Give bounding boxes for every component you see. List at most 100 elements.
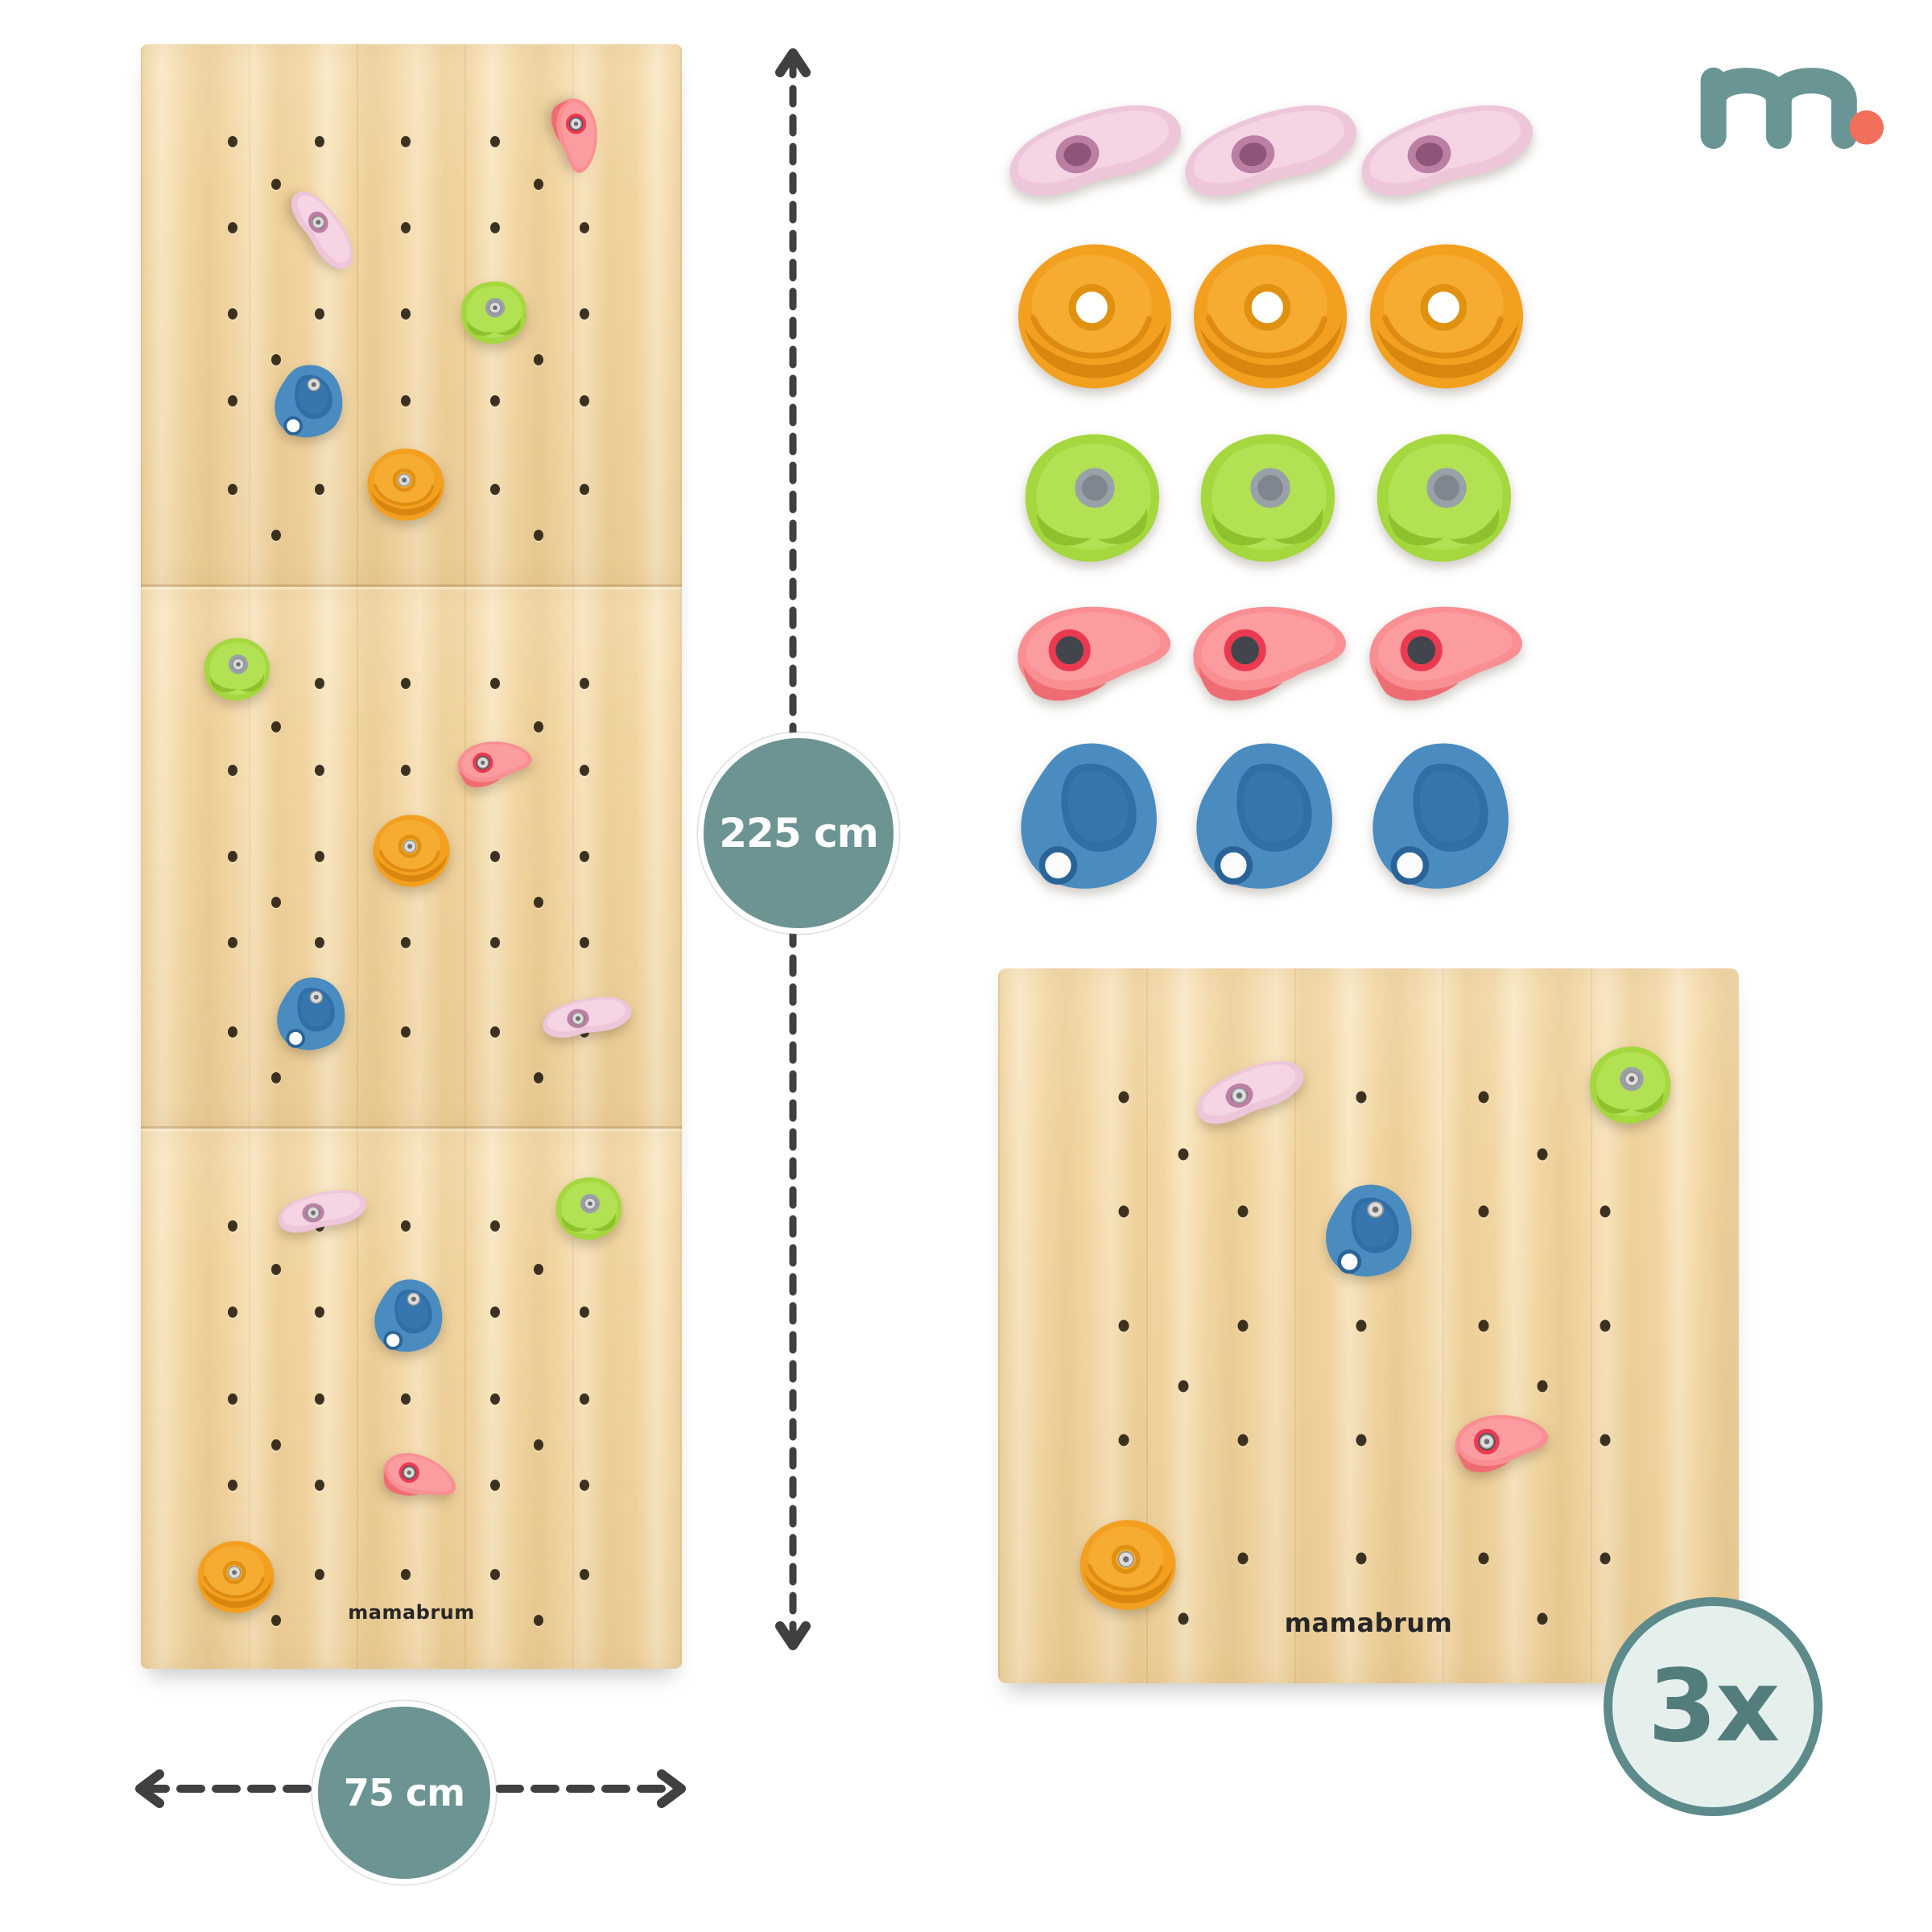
peg-hole <box>401 764 411 776</box>
holds-grid <box>998 60 1546 914</box>
peg-hole <box>228 484 238 496</box>
hold-blue <box>1003 733 1187 909</box>
peg-hole <box>1178 1148 1189 1161</box>
peg-hole <box>1178 1612 1189 1625</box>
peg-hole <box>314 851 324 862</box>
hold-lilac <box>1169 87 1372 217</box>
climbing-wall: mamabrum <box>141 44 682 1670</box>
hold-blue <box>268 972 360 1059</box>
screw-icon <box>402 840 417 853</box>
screw-icon <box>307 378 320 392</box>
peg-hole <box>271 1071 281 1084</box>
peg-hole <box>1356 1434 1367 1447</box>
peg-hole <box>1537 1612 1548 1625</box>
peg-hole <box>271 354 281 366</box>
peg-hole <box>1478 1552 1489 1565</box>
peg-hole <box>580 308 590 320</box>
peg-hole <box>1600 1319 1611 1332</box>
peg-hole <box>580 1393 590 1405</box>
peg-hole <box>580 1479 590 1491</box>
peg-hole <box>580 851 590 862</box>
peg-hole <box>314 678 324 690</box>
peg-hole <box>580 1307 590 1319</box>
screw-icon <box>402 1467 415 1479</box>
peg-hole <box>1478 1091 1489 1104</box>
peg-hole <box>580 484 590 496</box>
screw-icon <box>1117 1551 1134 1568</box>
peg-hole <box>1118 1205 1129 1218</box>
hold-orange <box>1356 234 1537 399</box>
hold-lilac <box>532 980 642 1057</box>
screw-icon <box>309 990 324 1004</box>
screw-icon <box>227 1566 241 1579</box>
hold-green <box>453 276 537 353</box>
peg-hole <box>401 1568 411 1580</box>
hold-coral <box>451 730 539 799</box>
hold-coral <box>539 92 608 180</box>
hold-lilac <box>268 1176 375 1249</box>
peg-hole <box>271 1614 281 1626</box>
hold-green <box>1580 1039 1683 1133</box>
peg-hole <box>533 530 543 542</box>
peg-hole <box>401 678 411 690</box>
peg-hole <box>580 937 590 949</box>
peg-hole <box>228 851 238 862</box>
screw-icon <box>477 757 489 769</box>
peg-hole <box>314 764 324 776</box>
peg-hole <box>1478 1319 1489 1332</box>
peg-hole <box>271 1439 281 1451</box>
peg-hole <box>271 897 281 908</box>
wall-panel-bottom: mamabrum <box>141 1126 682 1670</box>
peg-hole <box>314 1393 324 1405</box>
hold-green <box>196 632 280 708</box>
hold-lilac <box>275 171 369 290</box>
peg-hole <box>228 394 238 407</box>
screw-icon <box>407 1292 421 1307</box>
hold-blue <box>1315 1178 1430 1289</box>
peg-hole <box>228 222 238 234</box>
hold-orange <box>361 443 451 526</box>
peg-hole <box>1600 1434 1611 1447</box>
screw-icon <box>1366 1200 1384 1218</box>
peg-hole <box>580 394 590 407</box>
peg-hole <box>1600 1552 1611 1565</box>
peg-hole <box>1537 1380 1548 1393</box>
screw-icon <box>1479 1434 1494 1449</box>
peg-hole <box>314 135 324 147</box>
peg-hole <box>1237 1552 1249 1565</box>
peg-hole <box>401 394 411 407</box>
peg-hole <box>228 937 238 949</box>
hold-coral <box>1179 584 1361 724</box>
screw-icon <box>312 216 325 229</box>
peg-hole <box>314 1307 324 1319</box>
hold-coral <box>1356 584 1538 724</box>
hold-green <box>1361 423 1532 579</box>
peg-hole <box>228 308 238 320</box>
peg-hole <box>490 1307 501 1319</box>
peg-hole <box>228 135 238 147</box>
peg-hole <box>228 1220 238 1232</box>
peg-hole <box>490 394 501 407</box>
peg-hole <box>490 678 501 690</box>
peg-hole <box>401 1026 411 1038</box>
peg-hole <box>271 721 281 733</box>
peg-hole <box>533 1263 543 1275</box>
quantity-value: 3x <box>1647 1649 1780 1765</box>
peg-hole <box>490 1393 501 1405</box>
arrow-down-icon <box>775 1621 811 1650</box>
hold-blue <box>1179 733 1362 909</box>
hold-green <box>548 1171 632 1248</box>
peg-hole <box>490 484 501 496</box>
peg-hole <box>314 484 324 496</box>
peg-hole <box>533 179 543 191</box>
peg-hole <box>228 1307 238 1319</box>
arrow-up-icon <box>775 48 811 77</box>
hold-green <box>1185 423 1356 579</box>
arrow-left-icon <box>135 1769 164 1808</box>
brand-logo-m-icon <box>1700 67 1885 149</box>
peg-hole <box>1478 1205 1489 1218</box>
peg-hole <box>1237 1205 1249 1218</box>
peg-hole <box>1237 1434 1249 1447</box>
peg-hole <box>1118 1319 1129 1332</box>
